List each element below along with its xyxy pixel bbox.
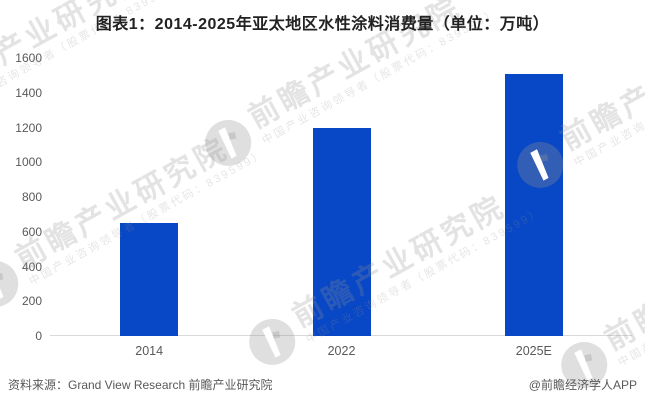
x-axis-label: 2014 — [135, 344, 164, 358]
y-axis-tick-label: 600 — [21, 224, 42, 239]
y-axis-tick-label: 400 — [21, 259, 42, 274]
y-axis-tick-label: 1600 — [15, 51, 42, 65]
bar-2025E — [504, 73, 563, 336]
y-axis-tick-label: 800 — [21, 190, 42, 204]
source-note: 资料来源：Grand View Research 前瞻产业研究院 — [8, 378, 273, 392]
credit-note: @前瞻经济学人APP — [528, 378, 637, 392]
y-axis-tick-label: 1000 — [15, 155, 42, 170]
chart-title: 图表1：2014-2025年亚太地区水性涂料消费量（单位：万吨） — [95, 16, 550, 33]
x-axis-label: 2025E — [515, 344, 552, 358]
bar-2022 — [312, 127, 371, 336]
y-axis-tick-label: 200 — [21, 294, 42, 309]
y-axis-tick-label: 1200 — [15, 120, 42, 135]
y-axis-tick-label: 0 — [35, 329, 42, 343]
x-axis-label: 2022 — [327, 344, 356, 358]
y-axis-tick-label: 1400 — [15, 85, 42, 100]
bar-2014 — [120, 223, 179, 336]
